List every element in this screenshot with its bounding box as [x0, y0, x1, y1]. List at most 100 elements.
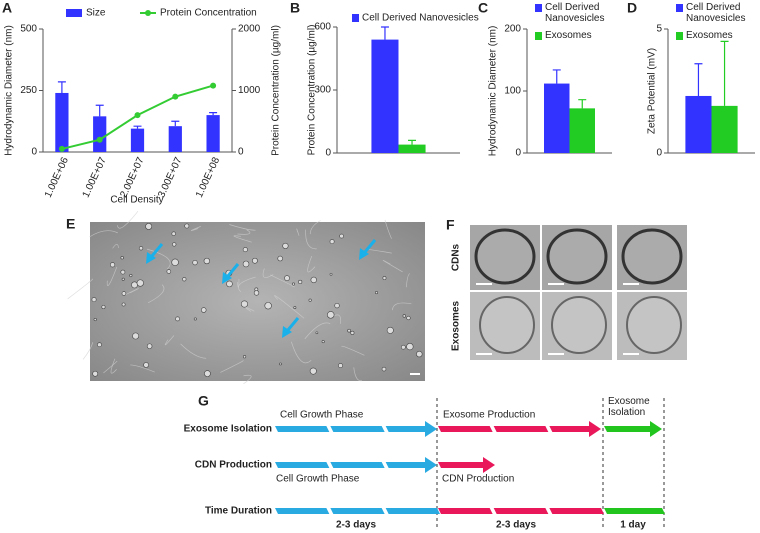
membrane — [67, 278, 94, 300]
micrograph — [90, 222, 425, 381]
vesicle — [240, 300, 248, 308]
y-tick-label: 0 — [515, 148, 521, 159]
vesicle — [172, 242, 177, 247]
vesicle — [171, 258, 179, 266]
row-label: Time Duration — [205, 506, 272, 517]
legend-swatch — [676, 4, 683, 12]
membrane — [296, 228, 300, 236]
y-tick-label: 0 — [656, 148, 662, 159]
vesicle — [308, 298, 312, 302]
bar — [93, 116, 107, 152]
vesicle — [350, 330, 355, 335]
membrane — [290, 341, 312, 364]
error-bar — [209, 112, 218, 116]
panel-label: B — [290, 0, 300, 16]
y-axis-label: Hydrodynamic Diameter (nm) — [488, 26, 499, 157]
membrane — [243, 374, 252, 385]
panel-label: C — [478, 0, 488, 16]
vesicle — [282, 242, 289, 249]
legend-label: Exosomes — [545, 30, 592, 41]
vesicle — [315, 331, 319, 335]
vesicle — [279, 362, 282, 366]
vesicle — [339, 233, 344, 239]
vesicle — [203, 257, 210, 265]
vesicle-ring — [551, 296, 607, 354]
legend-label-box: Exosomes — [686, 30, 733, 41]
vesicle-ring — [474, 228, 536, 285]
arrow-head — [282, 326, 292, 338]
vesicle — [121, 302, 126, 307]
vesicle-ring — [546, 228, 608, 285]
timeline-arrow — [385, 508, 440, 514]
vesicle — [298, 279, 303, 285]
membrane — [341, 345, 365, 356]
membrane — [307, 255, 316, 273]
vesicle — [252, 257, 258, 264]
timeline-arrow — [385, 426, 425, 432]
y-tick-label: 500 — [20, 24, 37, 35]
vesicle — [182, 277, 187, 282]
error-bar — [95, 104, 104, 117]
vesicle — [321, 340, 325, 344]
row-label: Exosomes — [451, 301, 462, 351]
legend-label-box: Cell Derived Nanovesicles — [545, 2, 604, 24]
membrane — [82, 342, 94, 360]
x-tick-label: 1.00E+06 — [43, 155, 71, 199]
timeline-arrow — [330, 426, 385, 432]
bar — [130, 128, 145, 152]
legend-swatch — [352, 14, 359, 22]
error-bar — [694, 63, 703, 96]
membrane — [89, 230, 118, 238]
arrow — [226, 263, 240, 277]
arrow-head — [650, 421, 662, 437]
timeline-arrow — [493, 508, 549, 514]
x-tick-label: 1.00E+07 — [81, 155, 109, 199]
bar — [711, 105, 738, 153]
timeline-arrow — [493, 426, 549, 432]
vesicle — [293, 306, 297, 310]
timeline-arrow — [385, 462, 425, 468]
vesicle — [264, 302, 272, 310]
vesicle — [334, 303, 340, 309]
x-tick-label: 1.00E+08 — [194, 155, 222, 199]
vesicle-ring — [479, 296, 535, 354]
membrane — [236, 278, 240, 288]
arrow-head — [483, 457, 495, 473]
timeline-arrow — [438, 462, 483, 468]
vesicle — [93, 318, 97, 322]
vesicle — [145, 223, 153, 230]
vesicle — [242, 247, 248, 253]
membrane — [112, 243, 119, 249]
x-axis-label: Cell Density — [110, 195, 163, 206]
vesicle — [310, 276, 317, 284]
phase-label: Cell Growth Phase — [276, 474, 360, 485]
row-label: CDN Production — [195, 460, 272, 471]
vesicle — [166, 269, 172, 274]
membrane — [125, 288, 139, 295]
vesicle — [201, 307, 207, 313]
vesicle — [192, 260, 198, 266]
vesicle — [171, 231, 176, 236]
vesicle — [97, 342, 102, 348]
panel-label: E — [66, 216, 75, 232]
y2-tick-label: 0 — [238, 147, 244, 158]
vesicle — [138, 246, 144, 251]
vesicle — [329, 239, 335, 245]
membrane — [245, 307, 255, 312]
bar — [55, 92, 69, 152]
vesicle — [242, 260, 250, 268]
bar — [544, 83, 570, 153]
panel-label: F — [446, 217, 455, 233]
membrane — [180, 343, 207, 359]
vesicle — [121, 277, 125, 281]
y-tick-label: 100 — [504, 86, 521, 97]
membrane — [270, 274, 295, 288]
y2-tick-label: 1000 — [238, 85, 261, 96]
bar — [168, 126, 182, 152]
vesicle — [406, 315, 411, 321]
vesicle — [131, 281, 138, 289]
vesicle — [92, 370, 99, 377]
membrane — [274, 295, 305, 319]
membrane — [305, 229, 317, 250]
vesicle — [284, 275, 290, 281]
